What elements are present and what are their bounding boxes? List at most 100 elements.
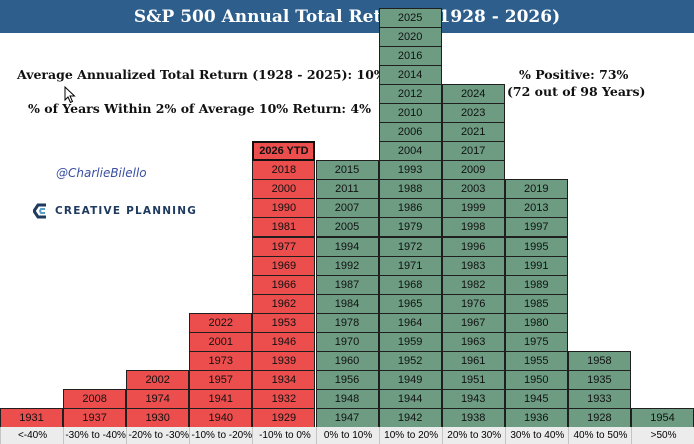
year-box: 1952	[378, 350, 442, 371]
year-box: 2000	[252, 179, 316, 200]
year-box: 1957	[189, 369, 253, 390]
year-box: 2004	[378, 141, 442, 162]
mouse-cursor-icon	[64, 86, 76, 104]
year-box: 1993	[378, 160, 442, 181]
year-box: 1997	[504, 217, 568, 238]
year-box: 2010	[378, 103, 442, 124]
year-box: 1942	[378, 407, 442, 428]
year-box: 1939	[252, 350, 316, 371]
year-box: 1961	[441, 350, 505, 371]
year-box: 1956	[315, 369, 379, 390]
bin-label: -10% to 0%	[252, 427, 317, 444]
within-average-note: % of Years Within 2% of Average 10% Retu…	[28, 101, 371, 116]
bin-label: -20% to -30%	[126, 427, 191, 444]
year-box: 1948	[315, 388, 379, 409]
year-box: 1929	[252, 407, 316, 428]
year-box: 1975	[504, 331, 568, 352]
year-box: 1968	[378, 274, 442, 295]
year-box: 1987	[315, 274, 379, 295]
year-box: 1945	[504, 388, 568, 409]
bin-label: 20% to 30%	[441, 427, 506, 444]
bin-label: 40% to 50%	[567, 427, 632, 444]
year-box: 2019	[504, 179, 568, 200]
year-box: 1928	[567, 407, 631, 428]
bin-label: -30% to -40%	[63, 427, 128, 444]
year-box: 1980	[504, 312, 568, 333]
year-box: 1986	[378, 198, 442, 219]
year-box: 1991	[504, 255, 568, 276]
year-box: 2022	[189, 312, 253, 333]
year-box: 2017	[441, 141, 505, 162]
year-box: 1951	[441, 369, 505, 390]
year-box: 1932	[252, 388, 316, 409]
year-box: 1999	[441, 198, 505, 219]
year-box: 1940	[189, 407, 253, 428]
year-box: 1971	[378, 255, 442, 276]
year-box: 1931	[0, 407, 63, 428]
year-box: 1954	[631, 407, 694, 428]
year-box: 1946	[252, 331, 316, 352]
year-box: 1962	[252, 293, 316, 314]
year-box: 1935	[567, 369, 631, 390]
year-box: 1963	[441, 331, 505, 352]
year-box: 1941	[189, 388, 253, 409]
year-box: 2023	[441, 103, 505, 124]
year-box: 1943	[441, 388, 505, 409]
year-box: 1964	[378, 312, 442, 333]
year-box: 1950	[504, 369, 568, 390]
year-box: 1974	[126, 388, 190, 409]
chart-title: S&P 500 Annual Total Returns (1928 - 202…	[0, 0, 694, 33]
year-box: 2002	[126, 369, 190, 390]
author-handle: @CharlieBilello	[56, 166, 147, 180]
year-box: 1990	[252, 198, 316, 219]
year-box: 2006	[378, 122, 442, 143]
year-box: 1979	[378, 217, 442, 238]
year-box: 2008	[63, 388, 127, 409]
average-return-note: Average Annualized Total Return (1928 - …	[17, 67, 386, 82]
year-box: 1960	[315, 350, 379, 371]
year-box: 1972	[378, 236, 442, 257]
year-box: 1965	[378, 293, 442, 314]
year-box: 2009	[441, 160, 505, 181]
ytd-year-box: 2026 YTD	[252, 141, 316, 162]
year-box: 2016	[378, 46, 442, 67]
creative-planning-logo-icon	[33, 203, 46, 219]
year-box: 1934	[252, 369, 316, 390]
year-box: 1959	[378, 331, 442, 352]
year-box: 1984	[315, 293, 379, 314]
year-box: 2007	[315, 198, 379, 219]
percent-positive-note: % Positive: 73%	[519, 67, 629, 82]
year-box: 1933	[567, 388, 631, 409]
bin-label: 10% to 20%	[378, 427, 443, 444]
year-box: 1970	[315, 331, 379, 352]
bin-label: 0% to 10%	[315, 427, 380, 444]
year-box: 1983	[441, 255, 505, 276]
year-box: 1976	[441, 293, 505, 314]
year-box: 2005	[315, 217, 379, 238]
year-box: 1966	[252, 274, 316, 295]
bin-label: >50%	[631, 427, 694, 444]
bin-label: -10% to -20%	[189, 427, 254, 444]
year-box: 2013	[504, 198, 568, 219]
year-box: 2015	[315, 160, 379, 181]
year-box: 1982	[441, 274, 505, 295]
year-box: 2001	[189, 331, 253, 352]
year-box: 2018	[252, 160, 316, 181]
bin-labels-row: <-40% -30% to -40% -20% to -30% -10% to -20…	[0, 427, 694, 444]
year-box: 2012	[378, 84, 442, 105]
year-box: 1947	[315, 407, 379, 428]
year-box: 1937	[63, 407, 127, 428]
year-box: 2021	[441, 122, 505, 143]
year-box: 2025	[378, 7, 442, 28]
year-box: 1989	[504, 274, 568, 295]
bin-label: 30% to 40%	[504, 427, 569, 444]
year-box: 1988	[378, 179, 442, 200]
brand-name: CREATIVE PLANNING	[55, 205, 198, 217]
year-box: 1969	[252, 255, 316, 276]
year-box: 1985	[504, 293, 568, 314]
year-box: 1949	[378, 369, 442, 390]
year-box: 1998	[441, 217, 505, 238]
year-box: 1981	[252, 217, 316, 238]
year-box: 1973	[189, 350, 253, 371]
year-box: 1995	[504, 236, 568, 257]
